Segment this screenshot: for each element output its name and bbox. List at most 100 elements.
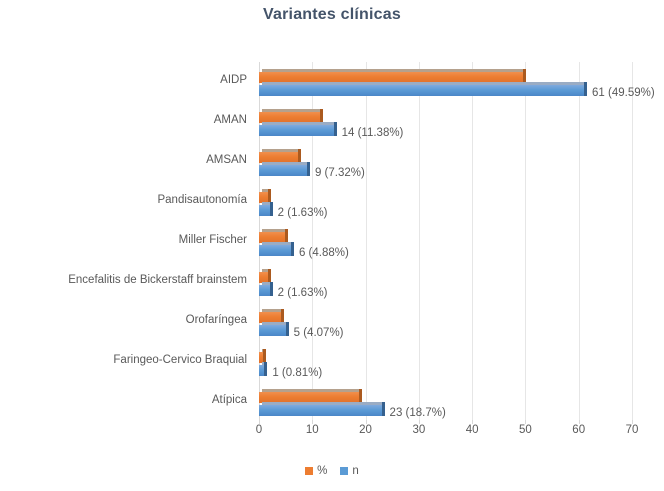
- bar-side-face: [280, 309, 284, 323]
- category-label-7: Orofaríngea: [185, 314, 247, 326]
- gridline-10: [312, 62, 314, 422]
- data-label: 6 (4.88%): [298, 247, 349, 259]
- category-label-1: AIDP: [220, 74, 247, 86]
- data-label: 14 (11.38%): [341, 127, 404, 139]
- bar-side-face: [333, 122, 337, 136]
- bar-percent[interactable]: [259, 149, 301, 163]
- data-label: 1 (0.81%): [272, 367, 323, 379]
- data-label: 23 (18.7%): [389, 407, 446, 419]
- bar-side-face: [306, 162, 310, 176]
- bar-top-face: [262, 82, 588, 85]
- tick-mark-40: [472, 420, 474, 424]
- bar-group: 61 (49.59%): [259, 62, 655, 102]
- bar-side-face: [264, 362, 268, 376]
- bar-side-face: [263, 349, 267, 363]
- bar-percent[interactable]: [259, 69, 527, 83]
- tick-mark-70: [632, 420, 633, 424]
- bar-front-face: [259, 205, 270, 216]
- gridline-70: [632, 62, 633, 422]
- category-label-4: Pandisautonomía: [157, 194, 247, 206]
- bar-count[interactable]: [259, 162, 310, 176]
- bar-count[interactable]: [259, 202, 273, 216]
- gridline-20: [365, 62, 367, 422]
- category-label-3: AMSAN: [206, 154, 247, 166]
- bar-front-face: [259, 405, 382, 416]
- bar-top-face: [262, 202, 273, 205]
- category-label-9: Atípica: [211, 394, 247, 406]
- bar-front-face: [259, 192, 268, 203]
- bar-front-face: [259, 232, 285, 243]
- bar-group: 14 (11.38%): [259, 102, 632, 142]
- bar-top-face: [262, 322, 289, 325]
- legend-item-n[interactable]: n: [340, 465, 359, 477]
- category-label-2: AMAN: [213, 114, 247, 126]
- bar-percent[interactable]: [259, 189, 271, 203]
- bar-front-face: [259, 125, 334, 136]
- bar-front-face: [259, 325, 286, 336]
- bar-front-face: [259, 165, 307, 176]
- legend-item-%[interactable]: %: [305, 465, 327, 477]
- bar-side-face: [269, 202, 273, 216]
- chart-title: Variantes clínicas: [263, 6, 401, 23]
- tick-label-20: 20: [359, 424, 372, 436]
- bar-percent[interactable]: [259, 349, 267, 363]
- bar-side-face: [285, 229, 288, 243]
- bar-front-face: [259, 272, 268, 283]
- bar-side-face: [267, 189, 271, 203]
- bar-percent[interactable]: [259, 309, 284, 323]
- bar-front-face: [259, 85, 585, 96]
- bar-front-face: [259, 312, 281, 323]
- data-label: 61 (49.59%): [592, 87, 655, 99]
- bar-group: 2 (1.63%): [259, 182, 632, 222]
- tick-label-50: 50: [519, 424, 532, 436]
- tick-mark-0: [259, 420, 260, 424]
- category-label-5: Miller Fischer: [178, 234, 247, 246]
- tick-mark-20: [365, 420, 367, 424]
- bar-front-face: [259, 392, 359, 403]
- tick-label-10: 10: [305, 424, 319, 436]
- bar-top-face: [262, 189, 271, 192]
- bar-count[interactable]: [259, 322, 289, 336]
- bar-side-face: [319, 109, 323, 123]
- legend-label: %: [317, 465, 328, 477]
- gridline-30: [418, 62, 420, 422]
- bar-count[interactable]: [259, 402, 385, 416]
- bar-front-face: [259, 152, 298, 163]
- tick-label-30: 30: [412, 424, 426, 436]
- bar-top-face: [262, 402, 385, 405]
- data-label: 9 (7.32%): [314, 167, 365, 179]
- data-label: 2 (1.63%): [277, 207, 328, 219]
- gridline-60: [578, 62, 580, 422]
- bar-front-face: [259, 245, 291, 256]
- bar-top-face: [262, 229, 288, 232]
- bar-percent[interactable]: [259, 389, 362, 403]
- tick-mark-50: [525, 420, 527, 424]
- tick-label-70: 70: [625, 424, 639, 436]
- bar-percent[interactable]: [259, 229, 288, 243]
- bar-side-face: [267, 269, 271, 283]
- bar-top-face: [262, 162, 310, 165]
- bar-percent[interactable]: [259, 269, 271, 283]
- data-label: 2 (1.63%): [277, 287, 328, 299]
- bar-count[interactable]: [259, 362, 268, 376]
- gridline-40: [472, 62, 474, 422]
- bar-front-face: [259, 285, 270, 296]
- legend-label: n: [352, 465, 359, 477]
- bar-count[interactable]: [259, 282, 273, 296]
- bar-top-face: [262, 122, 337, 125]
- bar-count[interactable]: [259, 122, 337, 136]
- bar-front-face: [259, 72, 524, 83]
- legend-swatch-icon: [305, 467, 314, 475]
- bar-front-face: [259, 112, 320, 123]
- bar-side-face: [269, 282, 273, 296]
- bar-count[interactable]: [259, 82, 588, 96]
- chart-legend: % n: [0, 465, 664, 477]
- bar-group: 6 (4.88%): [259, 222, 632, 262]
- bar-side-face: [290, 242, 294, 256]
- category-axis: AIDP AMAN AMSAN Pandisautonomía Miller Fisch…: [0, 62, 253, 422]
- tick-label-0: 0: [255, 424, 263, 436]
- tick-mark-10: [312, 420, 314, 424]
- bar-count[interactable]: [259, 242, 294, 256]
- bar-percent[interactable]: [259, 109, 323, 123]
